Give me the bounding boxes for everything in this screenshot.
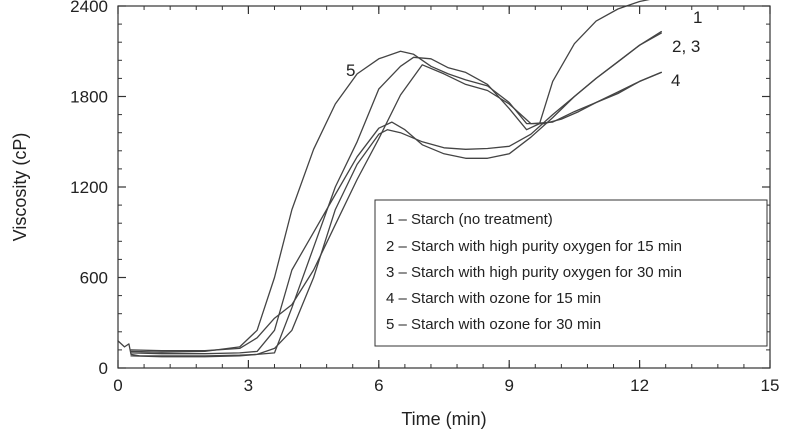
series-line-1 — [117, 0, 651, 357]
curve-label-4: 4 — [671, 71, 680, 90]
legend-item-5: 5 – Starch with ozone for 30 min — [386, 316, 601, 333]
x-tick-label: 0 — [113, 376, 122, 395]
series-line-3 — [130, 32, 662, 355]
plot-frame — [117, 5, 771, 369]
y-tick-label: 1200 — [70, 178, 108, 197]
x-tick-label: 12 — [630, 376, 649, 395]
y-tick-label: 600 — [80, 269, 108, 288]
legend-box — [374, 199, 768, 347]
curve-label-5: 5 — [346, 61, 355, 80]
x-tick-label: 9 — [504, 376, 513, 395]
series-layer — [117, 0, 662, 358]
legend: 1 – Starch (no treatment) 2 – Starch wit… — [374, 199, 768, 347]
series-line-5 — [130, 50, 662, 353]
y-axis-title: Viscosity (cP) — [10, 133, 30, 242]
curve-label-1: 1 — [693, 8, 702, 27]
minor-ticks — [117, 5, 771, 369]
y-tick-label: 0 — [99, 359, 108, 378]
x-tick-label: 6 — [374, 376, 383, 395]
y-tick-label: 1800 — [70, 88, 108, 107]
curve-label-2-3: 2, 3 — [672, 37, 700, 56]
legend-item-1: 1 – Starch (no treatment) — [386, 211, 553, 228]
legend-item-4: 4 – Starch with ozone for 15 min — [386, 290, 601, 307]
y-tick-label: 2400 — [70, 0, 108, 16]
series-line-4 — [130, 64, 662, 352]
x-tick-label: 3 — [244, 376, 253, 395]
x-axis-title: Time (min) — [401, 409, 486, 429]
legend-item-2: 2 – Starch with high purity oxygen for 1… — [386, 238, 682, 255]
x-tick-label: 15 — [761, 376, 780, 395]
legend-item-3: 3 – Starch with high purity oxygen for 3… — [386, 264, 682, 281]
